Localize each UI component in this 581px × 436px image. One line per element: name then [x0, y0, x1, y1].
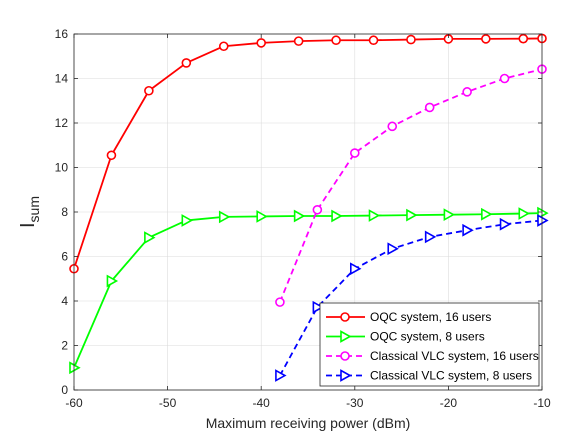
data-point [443, 208, 456, 222]
y-tick-label: 8 [61, 205, 68, 219]
data-point [144, 85, 154, 96]
y-axis-label-main: I [17, 222, 39, 228]
legend-marker [340, 351, 350, 361]
y-tick-label: 2 [61, 339, 68, 353]
data-point [275, 297, 285, 307]
legend-entry: Classical VLC system, 8 users [326, 369, 532, 383]
data-point [368, 209, 381, 222]
x-tick-label: -20 [440, 396, 458, 410]
x-tick-label: -30 [346, 396, 364, 410]
data-point [424, 102, 435, 113]
data-point [481, 207, 493, 221]
data-point [312, 300, 325, 314]
y-tick-label: 10 [55, 161, 69, 175]
data-point [349, 262, 362, 276]
series-line [279, 68, 543, 303]
legend-label: OQC system, 16 users [370, 310, 491, 324]
legend-marker [340, 369, 352, 382]
data-point [462, 223, 474, 237]
y-axis-label: Isum [17, 196, 42, 228]
data-point [368, 35, 379, 46]
y-tick-label: 4 [61, 294, 68, 308]
series-line [73, 212, 543, 369]
series-line [73, 37, 543, 270]
svg-text:Isum: Isum [17, 196, 42, 228]
legend-entry: Classical VLC system, 16 users [326, 349, 539, 363]
legend-marker [340, 330, 352, 343]
data-point [424, 230, 437, 244]
y-tick-label: 6 [61, 250, 68, 264]
data-point [349, 148, 360, 158]
data-point [218, 210, 231, 224]
data-point [275, 369, 287, 382]
x-tick-label: -40 [253, 396, 271, 410]
data-point [106, 274, 119, 288]
axis-ticks: -60 -50 -40 -30 -20 -10 0 2 4 6 8 10 12 14 16 [55, 27, 551, 410]
series-0 [69, 33, 547, 274]
series-layer [69, 33, 549, 382]
series-3 [275, 214, 549, 382]
legend-entry: OQC system, 8 users [326, 330, 485, 344]
series-line [279, 219, 543, 376]
x-tick-label: -60 [65, 396, 83, 410]
data-point [537, 206, 549, 220]
data-point [406, 34, 416, 45]
x-tick-label: -50 [159, 396, 177, 410]
series-2 [275, 64, 547, 307]
y-tick-label: 16 [55, 27, 69, 41]
x-axis-label: Maximum receiving power (dBm) [206, 415, 411, 431]
data-point [312, 204, 323, 215]
y-tick-label: 14 [55, 72, 69, 86]
data-point [537, 214, 549, 227]
data-point [518, 33, 529, 44]
data-point [331, 35, 341, 46]
data-point [406, 208, 418, 222]
y-axis-label-sub: sum [26, 196, 42, 222]
data-point [181, 214, 193, 227]
data-point [499, 73, 510, 84]
data-point [293, 209, 306, 223]
data-point [256, 210, 268, 223]
legend: OQC system, 16 users OQC system, 8 users C… [319, 302, 540, 387]
data-point [387, 242, 399, 256]
legend-label: Classical VLC system, 16 users [370, 349, 539, 363]
data-point [69, 361, 81, 375]
data-point [293, 36, 304, 46]
series-1 [69, 206, 549, 375]
legend-marker [340, 312, 350, 322]
legend-label: Classical VLC system, 8 users [370, 369, 532, 383]
legend-entry: OQC system, 16 users [326, 310, 491, 324]
data-point [144, 231, 156, 244]
data-point [387, 121, 398, 132]
data-point [106, 150, 117, 161]
legend-label: OQC system, 8 users [370, 330, 485, 344]
data-point [331, 209, 343, 223]
data-point [481, 34, 491, 44]
data-point [518, 207, 530, 220]
data-point [256, 38, 267, 48]
data-point [218, 41, 229, 52]
y-tick-label: 12 [55, 116, 69, 130]
data-point [499, 217, 512, 231]
data-point [462, 87, 472, 97]
x-tick-label: -10 [533, 396, 551, 410]
data-point [181, 58, 192, 68]
y-tick-label: 0 [61, 383, 68, 397]
